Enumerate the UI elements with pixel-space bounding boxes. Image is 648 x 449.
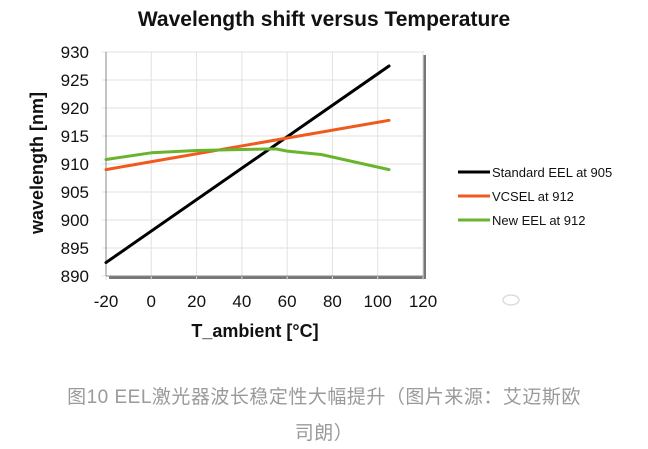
- y-tick-label: 890: [61, 267, 89, 286]
- series-line-3: [104, 147, 391, 172]
- legend-label-2: VCSEL at 912: [492, 189, 574, 204]
- y-tick-label: 905: [61, 183, 89, 202]
- chart-title: Wavelength shift versus Temperature: [138, 8, 510, 31]
- x-tick-label: -20: [94, 292, 119, 311]
- y-tick-label: 920: [61, 99, 89, 118]
- x-tick-label: 100: [364, 292, 392, 311]
- x-tick-label: 80: [323, 292, 342, 311]
- caption-line-1: 图10 EEL激光器波长稳定性大幅提升（图片来源：艾迈斯欧: [67, 387, 581, 408]
- caption-line-2: 司朗）: [294, 423, 354, 444]
- x-axis-label: T_ambient [°C]: [191, 321, 318, 341]
- x-tick-label: 60: [278, 292, 297, 311]
- y-tick-label: 895: [61, 239, 89, 258]
- y-tick-label: 915: [61, 127, 89, 146]
- series-line-2: [104, 118, 391, 172]
- y-tick-label: 930: [61, 43, 89, 62]
- x-tick-label: 120: [409, 292, 437, 311]
- chart: -20 0 20 40 60 80 100 120 890 895 900 905 910 915 920 9…: [27, 8, 612, 341]
- series-line-1: [104, 64, 391, 265]
- y-tick-label: 925: [61, 71, 89, 90]
- x-tick-label: 20: [187, 292, 206, 311]
- watermark-icon: [502, 294, 520, 306]
- y-tick-label: 900: [61, 211, 89, 230]
- legend-label-1: Standard EEL at 905: [492, 165, 612, 180]
- y-axis-label: wavelength [nm]: [27, 92, 47, 235]
- legend-label-3: New EEL at 912: [492, 213, 585, 228]
- y-tick-label: 910: [61, 155, 89, 174]
- x-tick-label: 0: [147, 292, 156, 311]
- x-tick-label: 40: [232, 292, 251, 311]
